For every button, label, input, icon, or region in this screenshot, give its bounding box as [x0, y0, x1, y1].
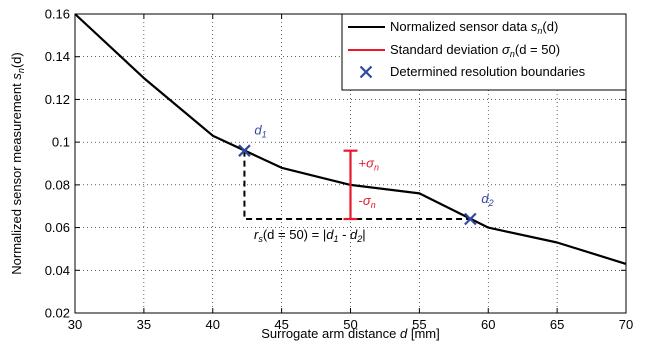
y-tick-label: 0.16 [45, 7, 70, 22]
boundary-label-d2: d2 [481, 191, 493, 208]
overlay-layer [238, 144, 477, 226]
x-tick-label: 65 [550, 317, 564, 332]
minus-sigma-label: -σn [359, 193, 376, 210]
boundary-label-d1: d1 [254, 123, 266, 140]
y-tick-label: 0.14 [45, 49, 70, 64]
resolution-formula: rs(d = 50) = |d1 - d2| [254, 227, 366, 244]
x-tick-label: 30 [68, 317, 82, 332]
x-tick-label: 70 [619, 317, 633, 332]
legend-entry-boundaries: Determined resolution boundaries [390, 64, 586, 79]
x-axis-label: Surrogate arm distance d [mm] [261, 326, 439, 341]
legend-swatch-boundary-marker [359, 65, 373, 79]
x-tick-label: 55 [412, 317, 426, 332]
marker-stroke [238, 144, 251, 157]
x-tick-label: 50 [343, 317, 357, 332]
legend-box [341, 13, 627, 91]
marker-stroke [464, 212, 477, 226]
boundary-marker-d2 [464, 212, 477, 226]
marker-stroke [359, 65, 373, 79]
legend-marker-cross [359, 65, 373, 79]
resolution-bracket [243, 150, 471, 221]
y-tick-label: 0.04 [45, 263, 70, 278]
boundary-marker-d1 [238, 144, 251, 157]
y-tick-label: 0.12 [45, 92, 70, 107]
x-tick-label: 35 [137, 317, 151, 332]
y-tick-label: 0.1 [52, 135, 70, 150]
y-tick-label: 0.06 [45, 220, 70, 235]
x-tick-label: 45 [274, 317, 288, 332]
x-tick-label: 40 [206, 317, 220, 332]
x-tick-label: 60 [481, 317, 495, 332]
plus-sigma-label: +σn [359, 156, 379, 173]
legend: Normalized sensor data sn(d) Standard de… [341, 13, 627, 91]
y-tick-label: 0.02 [45, 306, 70, 321]
legend-entry-sensor-data: Normalized sensor data sn(d) [390, 19, 558, 36]
axis-ticks: 30 35 40 45 50 55 60 65 70 0.02 0.04 0.06 0.08 0.1 0.1… [45, 7, 634, 333]
y-tick-label: 0.08 [45, 177, 70, 192]
legend-entry-std-dev: Standard deviation σn(d = 50) [390, 42, 560, 59]
y-axis-label: Normalized sensor measurement sn(d) [9, 52, 26, 274]
